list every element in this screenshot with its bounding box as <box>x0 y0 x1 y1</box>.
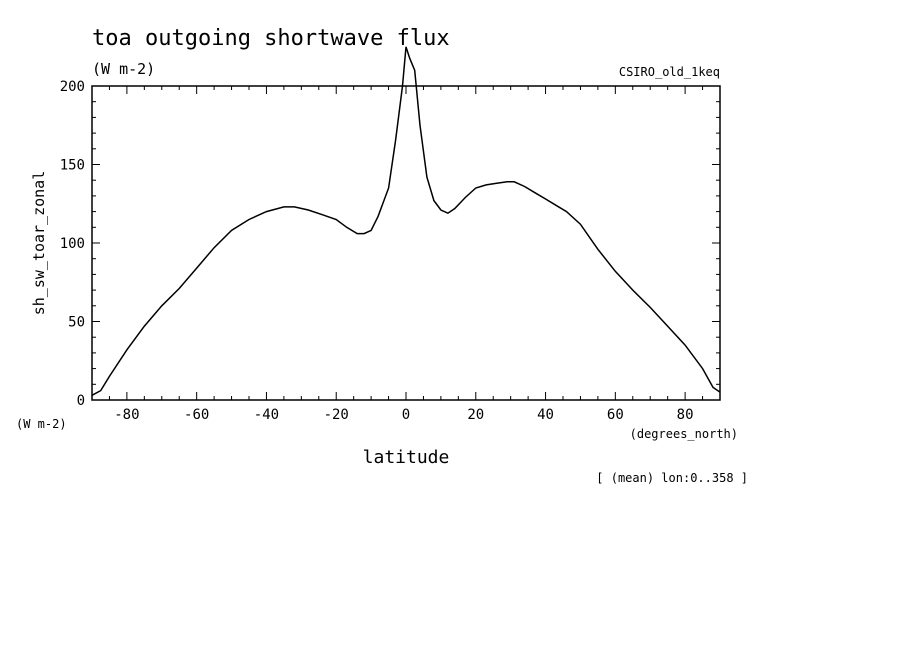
y-tick-label: 0 <box>77 393 85 409</box>
x-tick-label: -60 <box>184 407 209 423</box>
x-axis-label: latitude <box>363 447 450 468</box>
axes <box>91 85 721 401</box>
x-tick-label: -80 <box>114 407 139 423</box>
x-tick-label: 40 <box>537 407 554 423</box>
y-tick-label: 150 <box>60 158 85 174</box>
chart-title: toa outgoing shortwave flux <box>92 26 450 51</box>
chart-subtitle: (W m-2) <box>92 60 155 78</box>
footnote: [ (mean) lon:0..358 ] <box>596 471 748 485</box>
x-tick-label: -20 <box>324 407 349 423</box>
x-tick-label: 80 <box>677 407 694 423</box>
x-units-label: (degrees_north) <box>630 427 738 441</box>
y-tick-label: 200 <box>60 79 85 95</box>
x-tick-label: 20 <box>467 407 484 423</box>
y-tick-label: 100 <box>60 236 85 252</box>
x-tick-label: 60 <box>607 407 624 423</box>
series-line <box>91 46 721 396</box>
tick-marks: -80 -60 -40 -20 0 20 40 60 80 0 50 100 150 200 <box>60 79 720 423</box>
x-tick-label: -40 <box>254 407 279 423</box>
x-tick-label: 0 <box>402 407 410 423</box>
y-units-label: (W m-2) <box>16 417 67 431</box>
dataset-label: CSIRO_old_1keq <box>619 65 720 79</box>
y-axis-label: sh_sw_toar_zonal <box>30 171 48 316</box>
plot-frame <box>91 85 721 401</box>
y-tick-label: 50 <box>68 315 85 331</box>
